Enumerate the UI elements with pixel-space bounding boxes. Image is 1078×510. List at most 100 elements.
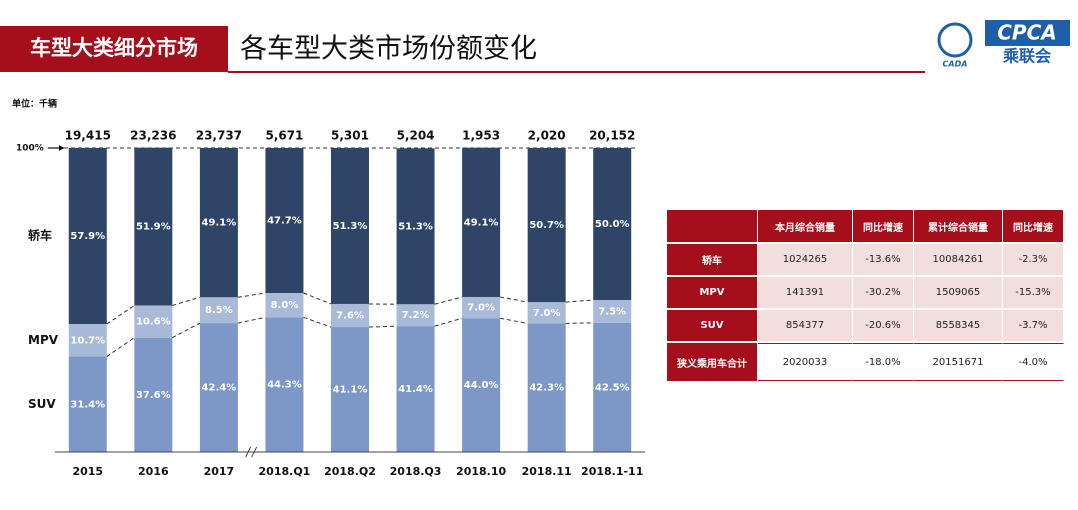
total-label: 5,671 <box>265 129 303 143</box>
x-tick-label: 2018.Q1 <box>259 465 311 478</box>
table-row: 狭义乘用车合计 2020033 -18.0% 20151671 -4.0% <box>667 343 1064 381</box>
data-label: 44.0% <box>464 380 499 391</box>
data-label: 10.6% <box>136 317 171 328</box>
x-tick-label: 2018.10 <box>456 465 506 478</box>
row-label: MPV <box>667 277 758 308</box>
connector <box>106 305 135 325</box>
bar-segment <box>331 327 369 452</box>
total-label: 5,301 <box>331 129 369 143</box>
axis-break <box>245 446 258 458</box>
data-label: 49.1% <box>202 218 237 229</box>
y-tick-label: 100% <box>16 144 44 154</box>
bar-segment <box>462 318 501 452</box>
connector <box>434 296 463 305</box>
data-label: 47.7% <box>267 216 302 227</box>
data-label: 42.4% <box>202 383 237 394</box>
connector <box>565 299 594 303</box>
x-tick-label: 2018.Q3 <box>390 465 442 478</box>
x-tick-label: 2018.Q2 <box>324 465 376 478</box>
connector <box>303 316 332 328</box>
data-label: 31.4% <box>70 399 105 410</box>
connector <box>237 292 266 298</box>
bar-segment <box>593 322 632 452</box>
x-tick-label: 2018.1-11 <box>581 465 643 478</box>
bar-segment <box>396 304 435 327</box>
total-label: 19,415 <box>65 129 111 143</box>
row-label: SUV <box>667 310 758 341</box>
bar-segment <box>199 297 238 324</box>
bar-segment <box>593 148 632 300</box>
table-cell: -18.0% <box>853 343 914 381</box>
total-label: 2,020 <box>528 129 566 143</box>
data-label: 7.0% <box>467 303 495 314</box>
table-cell: 20151671 <box>914 343 1003 381</box>
row-label: 狭义乘用车合计 <box>667 343 758 381</box>
bar-segment <box>134 305 173 338</box>
total-label: 5,204 <box>397 129 435 143</box>
legend-label: SUV <box>28 397 56 411</box>
x-tick-label: 2018.11 <box>522 465 572 478</box>
bar-segment <box>265 293 304 318</box>
bar-segment <box>68 148 107 325</box>
x-tick-label: 2015 <box>72 465 103 478</box>
x-tick-label: 2016 <box>138 465 169 478</box>
section-title: 车型大类细分市场 <box>30 36 198 60</box>
data-label: 57.9% <box>70 231 105 242</box>
table-row: SUV 854377 -20.6% 8558345 -3.7% <box>667 310 1064 341</box>
bar-segment <box>199 148 238 298</box>
connector <box>368 325 397 328</box>
bar-segment <box>331 148 369 304</box>
table-cell: -20.6% <box>853 310 914 341</box>
connector <box>172 322 201 339</box>
table-cell: 10084261 <box>914 244 1003 275</box>
data-label: 41.4% <box>398 384 433 395</box>
total-label: 1,953 <box>462 129 500 143</box>
bar-segment <box>134 337 173 452</box>
bar-segment <box>593 300 632 323</box>
table-cell: 141391 <box>758 277 853 308</box>
data-label: 51.3% <box>333 221 368 232</box>
connector <box>106 337 135 357</box>
data-label: 7.6% <box>336 311 364 322</box>
unit-note: 单位：千辆 <box>12 98 57 110</box>
data-label: 42.5% <box>595 382 630 393</box>
data-label: 7.2% <box>402 310 430 321</box>
connector <box>303 292 332 305</box>
data-label: 8.5% <box>205 305 233 316</box>
table-cell: 2020033 <box>758 343 853 381</box>
x-tick-label: 2017 <box>204 465 235 478</box>
table-cell: -4.0% <box>1003 343 1064 381</box>
bar-segment <box>199 323 238 452</box>
data-label: 8.0% <box>271 300 299 311</box>
corner-cell <box>667 210 758 242</box>
bar-segment <box>396 326 435 452</box>
row-label: 轿车 <box>667 244 758 275</box>
bar-segment <box>527 323 566 452</box>
logo-sub: CADA <box>943 60 968 69</box>
bar-segment <box>68 324 107 357</box>
column-header: 累计综合销量 <box>914 210 1003 242</box>
column-header: 本月综合销量 <box>758 210 853 242</box>
logo-mark <box>937 22 973 58</box>
connector <box>434 317 463 327</box>
data-label: 49.1% <box>464 217 499 228</box>
arrow-head <box>59 145 64 151</box>
logo-box <box>985 20 1070 46</box>
bar-segment <box>462 147 501 297</box>
table-cell: -15.3% <box>1003 277 1064 308</box>
table-cell: -30.2% <box>853 277 914 308</box>
bar-segment <box>527 148 566 303</box>
section-box <box>0 26 228 72</box>
table-cell: -3.7% <box>1003 310 1064 341</box>
logo-name: 乘联会 <box>1002 47 1051 66</box>
data-label: 41.1% <box>333 385 368 396</box>
column-header: 同比增速 <box>853 210 914 242</box>
connector <box>500 317 528 324</box>
slide-title: 各车型大类市场份额变化 <box>240 34 537 65</box>
connector <box>237 316 266 324</box>
data-label: 42.3% <box>529 383 564 394</box>
table-cell: 1509065 <box>914 277 1003 308</box>
table-cell: -2.3% <box>1003 244 1064 275</box>
header-row: 本月综合销量 同比增速 累计综合销量 同比增速 <box>667 210 1064 242</box>
